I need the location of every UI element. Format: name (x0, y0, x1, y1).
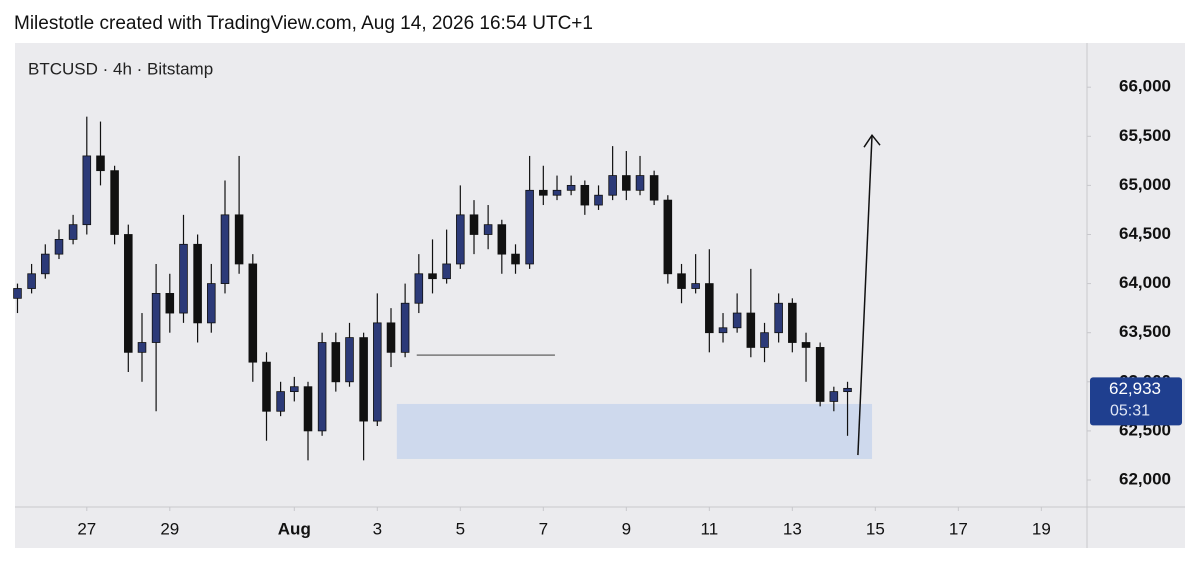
candle-body (359, 337, 368, 422)
candle-body (414, 273, 424, 304)
header: Milestotle created with TradingView.com,… (14, 13, 593, 34)
candle-body (137, 342, 147, 353)
x-tick-label: 29 (160, 519, 179, 538)
candle-body (13, 288, 22, 299)
candle-body (483, 224, 493, 235)
x-tick-label: 13 (783, 519, 802, 538)
candle-body (566, 184, 576, 191)
candle-body (608, 175, 617, 196)
candle-body (428, 273, 437, 280)
candle-body (41, 253, 50, 275)
candle-body (345, 337, 354, 383)
y-tick-label: 66,000 (1119, 77, 1171, 96)
y-tick-label: 62,000 (1119, 469, 1171, 488)
candle-body (151, 293, 161, 343)
candle-body (732, 312, 742, 329)
candle-body (843, 387, 852, 393)
x-tick-label: 3 (373, 519, 382, 538)
candle-body (774, 302, 783, 334)
candle-body (469, 214, 479, 235)
x-tick-label: 27 (77, 519, 96, 538)
candle-body (165, 293, 175, 314)
y-tick-label: 63,500 (1119, 322, 1171, 341)
candle-body (290, 386, 299, 393)
candle-body (54, 239, 64, 255)
candle-body (525, 189, 534, 265)
x-tick-label: 7 (539, 519, 548, 538)
candle-body (788, 302, 797, 343)
candle-body (539, 189, 548, 196)
candle-body (801, 342, 811, 348)
candle-body (456, 214, 465, 265)
candle-body (635, 175, 645, 191)
candle-body (207, 283, 216, 324)
candle-body (829, 391, 839, 402)
candle-body (691, 283, 700, 289)
candle-body (386, 322, 396, 353)
x-tick-label: 15 (866, 519, 885, 538)
chart-title: BTCUSD · 4h · Bitstamp (28, 59, 213, 78)
x-tick-label: 17 (949, 519, 968, 538)
candle-body (760, 332, 769, 348)
candle-body (248, 263, 258, 363)
candle-body (193, 243, 202, 324)
candle-body (746, 312, 756, 348)
last-price-box (1090, 377, 1182, 426)
candle-body (622, 175, 631, 191)
y-tick-label: 64,000 (1119, 273, 1171, 292)
candle-body (234, 214, 244, 265)
x-tick-label: 5 (456, 519, 465, 538)
candle-body (27, 273, 36, 289)
candle-body (373, 322, 382, 422)
x-tick-label: 19 (1032, 519, 1051, 538)
candle-body (82, 155, 92, 226)
countdown-label: 05:31 (1110, 403, 1150, 420)
candle-body (442, 263, 451, 280)
candle-body (68, 224, 78, 240)
candle-body (497, 224, 507, 255)
x-tick-label: 9 (622, 519, 631, 538)
chart-panel (15, 43, 1185, 548)
candle-body (594, 194, 603, 206)
arrow-head (863, 133, 881, 148)
candle-body (815, 347, 825, 402)
x-tick-label: 11 (701, 519, 719, 538)
candle-body (718, 327, 728, 334)
candle-body (262, 361, 271, 412)
arrow (857, 135, 873, 456)
candle-body (220, 214, 230, 284)
candle-body (317, 342, 327, 432)
last-price-label: 62,933 (1109, 379, 1161, 398)
candle-body (677, 273, 686, 289)
candle-body (303, 386, 313, 432)
candle-body (663, 199, 673, 275)
candle-body (705, 283, 714, 334)
candle-body (96, 155, 105, 172)
candle-body (179, 243, 188, 314)
demand-zone (396, 403, 873, 459)
y-tick-label: 65,000 (1119, 175, 1171, 194)
y-tick-label: 65,500 (1119, 126, 1171, 145)
candle-body (400, 302, 410, 353)
candle-body (511, 253, 520, 265)
x-tick-label: Aug (278, 519, 311, 538)
candle-body (649, 175, 659, 201)
candle-body (110, 170, 119, 235)
candle-body (552, 189, 562, 196)
candle-body (580, 184, 590, 206)
candle-body (331, 342, 341, 383)
candle-body (124, 234, 133, 353)
candle-body (276, 391, 285, 412)
y-tick-label: 64,500 (1119, 224, 1171, 243)
